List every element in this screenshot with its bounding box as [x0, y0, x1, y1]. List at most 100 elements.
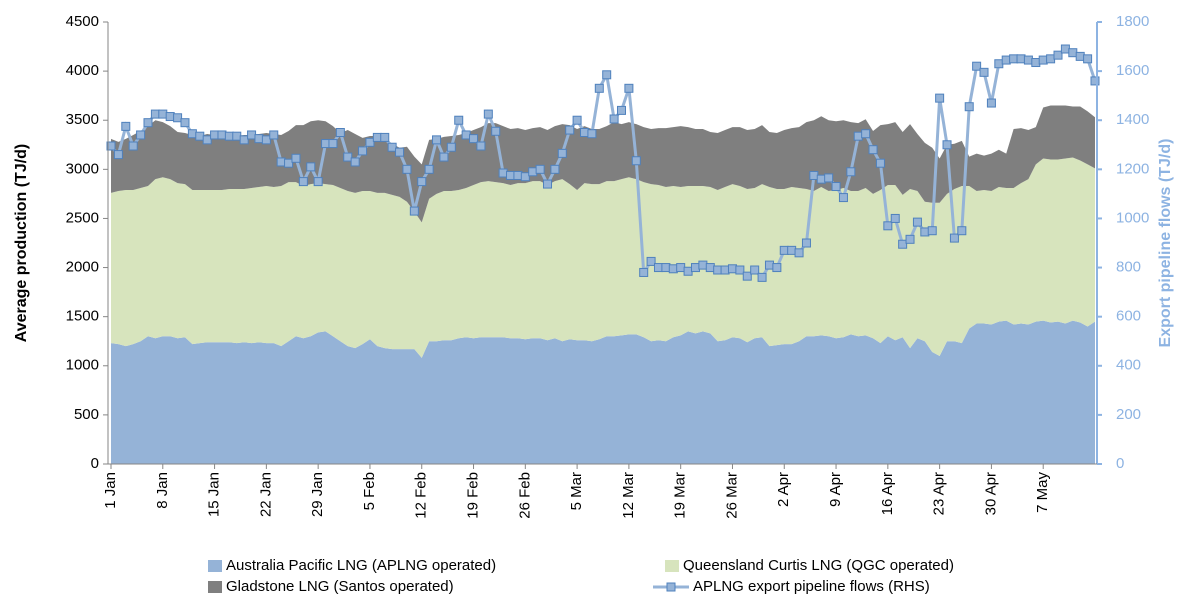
marker: [224, 131, 234, 141]
marker: [358, 146, 368, 156]
marker: [594, 83, 604, 93]
marker: [698, 260, 708, 270]
marker: [217, 130, 227, 140]
y2-tick-label: 1200: [1116, 160, 1149, 177]
marker: [143, 118, 153, 128]
y2-tick-label: 0: [1116, 455, 1124, 472]
marker: [180, 118, 190, 128]
marker: [210, 130, 220, 140]
marker: [173, 113, 183, 123]
marker: [853, 131, 863, 141]
marker: [676, 263, 686, 273]
marker: [483, 109, 493, 119]
marker: [372, 132, 382, 142]
marker: [313, 177, 323, 187]
marker: [254, 134, 264, 144]
y2-tick-label: 600: [1116, 308, 1141, 325]
marker: [247, 130, 257, 140]
marker: [321, 139, 331, 149]
marker: [121, 121, 131, 131]
marker: [106, 141, 116, 151]
marker: [661, 263, 671, 273]
x-tick-label: 16 Apr: [879, 472, 896, 515]
marker: [838, 193, 848, 203]
area: [111, 320, 1095, 464]
x-tick-label: 8 Jan: [154, 472, 171, 509]
marker: [1038, 55, 1048, 65]
marker: [742, 271, 752, 281]
marker: [1053, 50, 1063, 60]
marker: [506, 170, 516, 180]
marker: [972, 61, 982, 71]
x-tick-label: 26 Feb: [516, 472, 533, 519]
marker: [520, 172, 530, 182]
x-tick-label: 5 Mar: [568, 472, 585, 510]
marker: [764, 260, 774, 270]
x-tick-label: 2 Apr: [775, 472, 792, 507]
marker: [535, 164, 545, 174]
y-tick-label: 3000: [66, 160, 99, 177]
marker: [513, 170, 523, 180]
marker: [875, 158, 885, 168]
marker: [572, 115, 582, 125]
y-tick-label: 3500: [66, 111, 99, 128]
marker: [816, 174, 826, 184]
y2-tick-label: 1000: [1116, 209, 1149, 226]
marker: [942, 140, 952, 150]
marker: [1068, 48, 1078, 58]
marker: [261, 135, 271, 145]
legend-swatch: [665, 560, 679, 572]
marker: [158, 109, 168, 119]
marker: [720, 265, 730, 275]
y-tick-label: 0: [91, 455, 99, 472]
marker: [128, 141, 138, 151]
x-tick-label: 29 Jan: [309, 472, 326, 517]
marker: [387, 142, 397, 152]
marker: [1083, 54, 1093, 64]
marker: [1060, 44, 1070, 54]
marker: [735, 265, 745, 275]
x-tick-label: 19 Mar: [672, 472, 689, 519]
legend: Australia Pacific LNG (APLNG operated) Qu…: [208, 557, 954, 595]
marker: [136, 130, 146, 140]
y2-tick-label: 1800: [1116, 13, 1149, 30]
marker: [543, 179, 553, 189]
marker: [557, 148, 567, 158]
marker: [602, 70, 612, 80]
y2-tick-label: 800: [1116, 259, 1141, 276]
y-axis-title: Average production (TJ/d): [13, 144, 30, 343]
marker: [631, 156, 641, 166]
marker: [809, 170, 819, 180]
x-tick-label: 22 Jan: [257, 472, 274, 517]
legend-swatch: [208, 581, 222, 593]
marker: [498, 168, 508, 178]
y-tick-label: 500: [74, 406, 99, 423]
marker: [380, 132, 390, 142]
marker: [964, 102, 974, 112]
x-tick-label: 26 Mar: [723, 472, 740, 519]
marker: [476, 141, 486, 151]
marker: [868, 145, 878, 155]
marker: [898, 239, 908, 249]
marker: [927, 226, 937, 236]
marker: [750, 265, 760, 275]
marker: [705, 263, 715, 273]
x-tick-label: 7 May: [1034, 472, 1051, 513]
marker: [668, 264, 678, 274]
marker: [912, 217, 922, 227]
marker: [269, 130, 279, 140]
marker: [454, 115, 464, 125]
marker: [801, 238, 811, 248]
marker: [824, 173, 834, 183]
marker: [291, 153, 301, 163]
marker: [646, 256, 656, 266]
marker: [935, 93, 945, 103]
marker: [298, 177, 308, 187]
marker: [772, 263, 782, 273]
y-tick-label: 4000: [66, 62, 99, 79]
marker: [1031, 58, 1041, 68]
marker: [986, 98, 996, 108]
marker: [831, 182, 841, 192]
x-tick-label: 1 Jan: [102, 472, 119, 509]
